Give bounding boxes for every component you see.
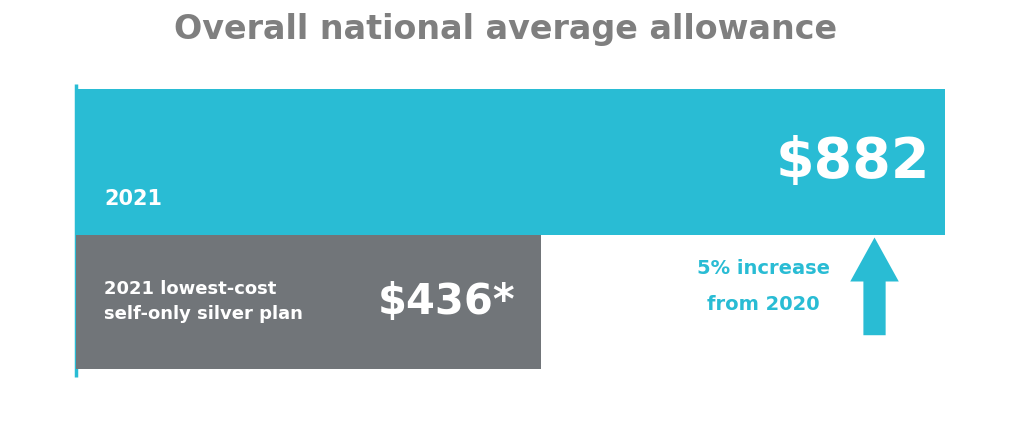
Text: 5% increase: 5% increase [697, 259, 830, 278]
Text: 2021 lowest-cost
self-only silver plan: 2021 lowest-cost self-only silver plan [104, 281, 303, 323]
Text: $436*: $436* [378, 281, 516, 323]
Text: $882: $882 [775, 135, 930, 189]
Text: Overall national average allowance: Overall national average allowance [174, 13, 837, 46]
Bar [76, 89, 945, 235]
Text: 2021: 2021 [104, 189, 162, 209]
Bar [76, 235, 541, 369]
Text: from 2020: from 2020 [707, 295, 820, 313]
Polygon shape [850, 238, 899, 335]
